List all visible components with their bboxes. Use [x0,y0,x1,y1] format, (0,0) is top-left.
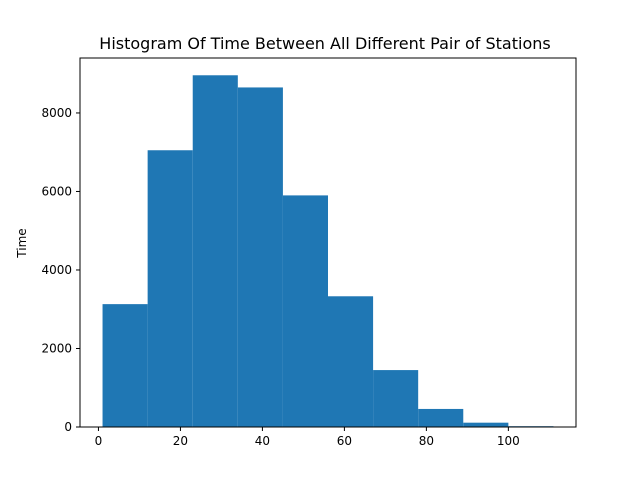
bars-group [102,75,554,427]
histogram-bar-7 [373,370,419,427]
histogram-bar-8 [418,408,464,427]
y-axis-label: Time [15,228,29,258]
plot-frame [79,57,577,428]
histogram-bar-4 [237,87,283,427]
x-tick-label: 100 [497,434,520,448]
x-axis-ticks: 0 20 40 60 80 100 [95,427,520,448]
x-tick-label: 40 [255,434,270,448]
histogram-bar-6 [328,296,374,427]
histogram-bar-3 [192,75,238,427]
x-tick-label: 20 [173,434,188,448]
y-tick-label: 8000 [41,106,72,120]
histogram-bar-5 [282,195,328,427]
y-tick-label: 4000 [41,263,72,277]
y-tick-label: 2000 [41,341,72,355]
y-axis-ticks: 0 2000 4000 6000 8000 [41,106,80,434]
y-tick-label: 0 [64,420,72,434]
histogram-bar-2 [147,150,193,427]
y-tick-label: 6000 [41,184,72,198]
histogram-bar-1 [102,304,148,427]
x-tick-label: 80 [419,434,434,448]
x-tick-label: 0 [95,434,103,448]
histogram-bar-9 [463,422,509,427]
chart-title: Histogram Of Time Between All Different … [99,34,550,53]
x-tick-label: 60 [337,434,352,448]
